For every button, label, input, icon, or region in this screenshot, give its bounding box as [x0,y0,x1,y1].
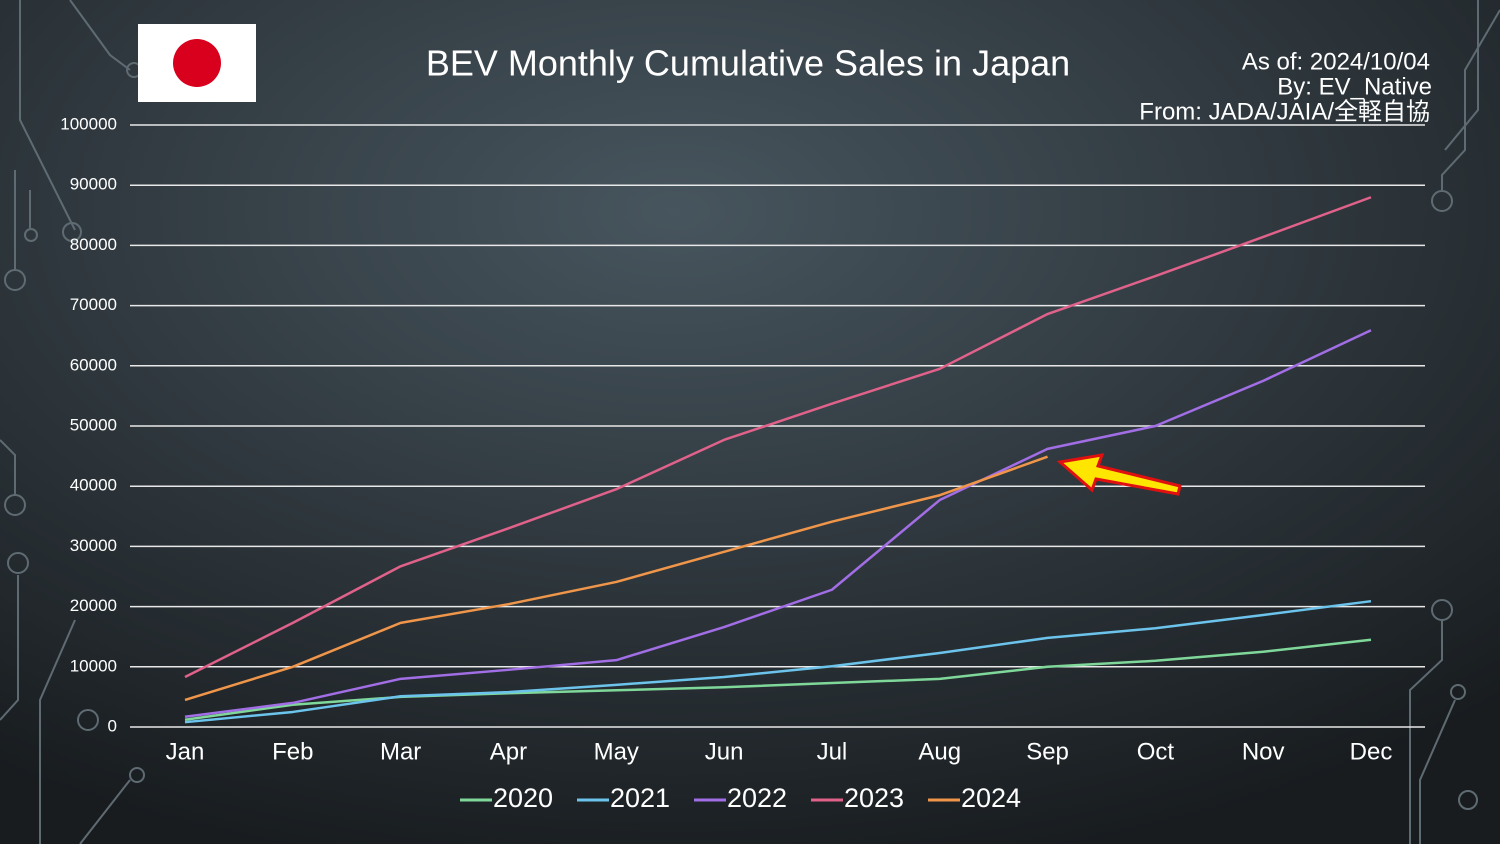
legend-label: 2022 [727,783,787,813]
annotation: As of: 2024/10/04 [1242,48,1430,75]
legend-label: 2021 [610,783,670,813]
annotation: From: JADA/JAIA/全軽自協 [1139,98,1430,125]
y-tick-label: 80000 [70,235,117,254]
y-tick-label: 70000 [70,295,117,314]
x-tick-label: Jun [705,738,744,765]
y-tick-label: 10000 [70,656,117,675]
y-tick-label: 50000 [70,415,117,434]
legend-label: 2020 [493,783,553,813]
y-tick-label: 30000 [70,536,117,555]
x-tick-label: May [594,738,639,765]
x-tick-label: Nov [1242,738,1285,765]
series-line [184,196,1372,679]
x-tick-label: Oct [1137,738,1175,765]
series-line [184,599,1372,724]
x-tick-label: Sep [1026,738,1069,765]
y-tick-label: 90000 [70,175,117,194]
y-tick-label: 0 [108,716,117,735]
x-tick-label: Jul [817,738,848,765]
y-tick-label: 40000 [70,476,117,495]
annotation: By: EV_Native [1277,73,1432,100]
plot-area: 0 10000 20000 30000 40000 50000 60000 70000 8000… [60,114,1425,813]
x-tick-label: Mar [380,738,421,765]
x-tick-label: Feb [272,738,313,765]
y-tick-label: 20000 [70,596,117,615]
y-tick-label: 60000 [70,355,117,374]
x-tick-label: Jan [166,738,205,765]
series-line [184,329,1372,719]
x-tick-label: Apr [490,738,527,765]
japan-flag [138,24,256,102]
legend-label: 2024 [961,783,1021,813]
arrow [1056,453,1182,496]
chart-title: BEV Monthly Cumulative Sales in Japan [426,43,1070,84]
x-tick-label: Aug [918,738,961,765]
x-tick-label: Dec [1350,738,1393,765]
legend-label: 2023 [844,783,904,813]
y-tick-label: 100000 [60,114,117,133]
series-line [184,455,1048,702]
